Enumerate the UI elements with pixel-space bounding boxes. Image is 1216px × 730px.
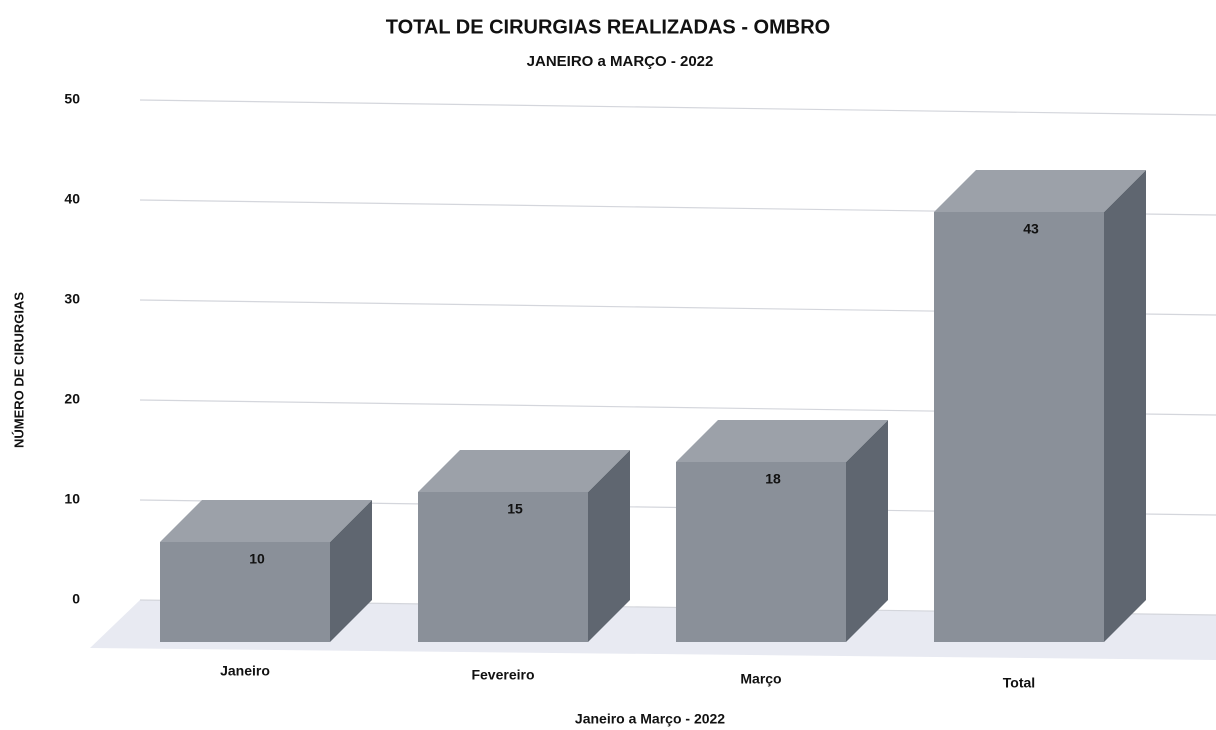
x-axis-label: Janeiro a Março - 2022 [575, 711, 725, 727]
bar-top [934, 170, 1146, 212]
y-axis-label: NÚMERO DE CIRURGIAS [11, 292, 26, 448]
bar [934, 212, 1104, 642]
chart-title: TOTAL DE CIRURGIAS REALIZADAS - OMBRO [386, 16, 830, 38]
data-label: 43 [1023, 221, 1039, 237]
data-label: 18 [765, 471, 781, 487]
y-tick-label: 20 [64, 391, 80, 407]
bar-side [846, 420, 888, 642]
bar-side [588, 450, 630, 642]
x-tick-label: Fevereiro [471, 667, 534, 683]
chart-subtitle: JANEIRO a MARÇO - 2022 [527, 53, 714, 70]
y-tick-label: 30 [64, 291, 80, 307]
bar [418, 492, 588, 642]
x-tick-label: Total [1003, 675, 1035, 691]
data-label: 10 [249, 551, 265, 567]
data-label: 15 [507, 501, 523, 517]
bar-top [676, 420, 888, 462]
y-tick-label: 40 [64, 191, 80, 207]
bar-top [160, 500, 372, 542]
bar-side [330, 500, 372, 642]
y-tick-label: 0 [72, 591, 80, 607]
grid-line [139, 99, 1216, 116]
y-tick-label: 10 [64, 491, 80, 507]
y-tick-label: 50 [64, 91, 80, 107]
x-tick-label: Março [740, 671, 781, 687]
bar-top [418, 450, 630, 492]
bar [676, 462, 846, 642]
bar [160, 542, 330, 642]
x-tick-label: Janeiro [220, 663, 270, 679]
bar-side [1104, 170, 1146, 642]
